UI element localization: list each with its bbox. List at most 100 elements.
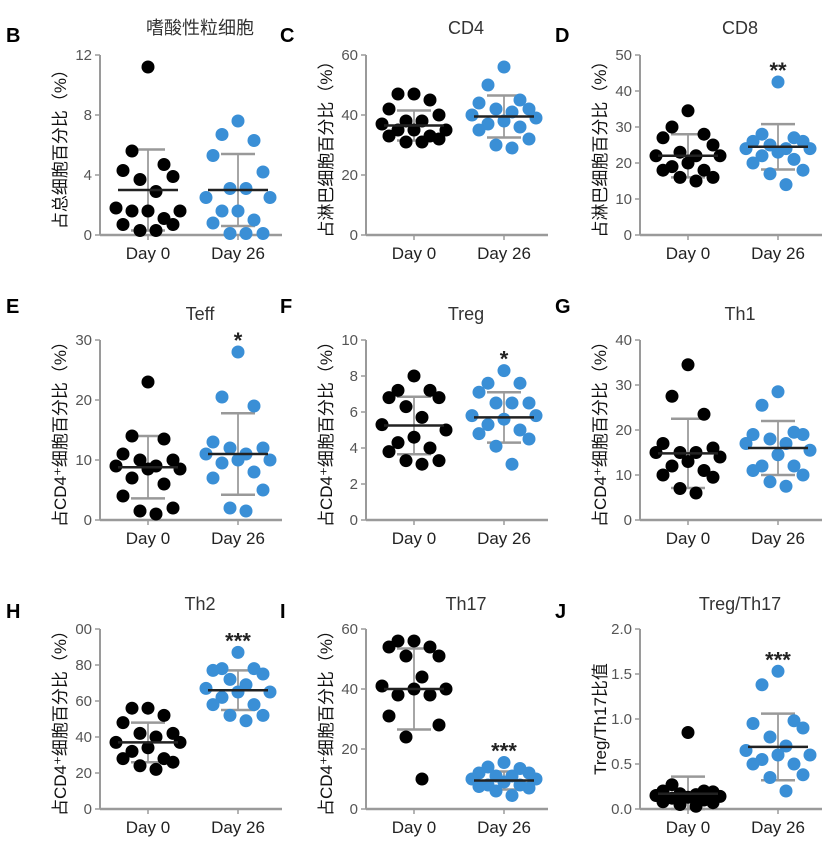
data-point-day26 [529,111,543,125]
data-point-day0 [116,164,130,177]
y-axis-label: 占CD4⁺细胞百分比（%） [51,333,70,527]
significance-marker: * [500,347,509,372]
data-point-day26 [779,178,793,192]
y-tick-label: 20 [341,167,358,184]
y-tick-label: 10 [75,452,92,469]
data-point-day26 [199,191,213,204]
data-point-day26 [231,345,245,359]
data-point-day26 [796,721,810,735]
data-point-day0 [681,455,695,468]
data-point-day26 [223,501,237,515]
data-point-day0 [157,708,171,722]
data-point-day0 [133,224,147,237]
panel-letter: F [280,296,292,318]
data-point-day0 [415,457,429,471]
data-point-day0 [149,224,163,237]
panel-letter: I [280,601,286,623]
data-point-day0 [391,383,405,397]
data-point-day0 [116,716,130,730]
panel-letter: C [280,25,294,47]
data-point-day26 [796,768,810,782]
x-tick-label: Day 26 [211,529,265,548]
data-point-day0 [141,701,155,715]
data-point-day0 [141,204,155,218]
data-point-day0 [375,117,389,131]
x-tick-label: Day 26 [477,244,531,263]
x-tick-label: Day 0 [126,244,170,263]
y-tick-label: 0 [624,227,632,244]
data-point-day0 [407,87,421,101]
y-tick-label: 30 [615,377,632,394]
data-point-day26 [223,441,237,455]
panel-title: Th17 [445,594,486,614]
data-point-day26 [803,748,817,762]
panel-g: G Th1 占CD4⁺细胞百分比（%） 0 10 20 30 40 Day 0 Day 26 [555,296,822,548]
data-point-day26 [206,216,220,230]
data-point-day26 [771,75,785,89]
y-tick-label: 60 [341,621,358,638]
data-point-day26 [489,439,503,453]
data-point-day0 [432,649,446,663]
data-point-day0 [432,391,446,405]
data-point-day26 [206,663,220,677]
data-point-day26 [513,376,527,390]
data-point-day26 [796,468,810,482]
x-tick-label: Day 0 [392,818,436,837]
data-point-day26 [796,163,810,177]
x-tick-label: Day 26 [477,529,531,548]
significance-marker: ** [769,58,787,83]
data-point-day0 [116,447,130,461]
significance-marker: *** [491,739,517,764]
data-point-day26 [513,93,527,107]
x-tick-label: Day 0 [392,529,436,548]
data-point-day0 [423,93,437,107]
data-point-day26 [796,428,810,441]
data-point-day0 [656,131,670,145]
y-tick-label: 2.0 [611,621,632,638]
y-tick-label: 0.5 [611,756,632,773]
data-point-day26 [472,96,486,110]
data-point-day0 [423,640,437,654]
x-tick-label: Day 26 [751,529,805,548]
panel-letter: B [6,25,20,47]
data-point-day26 [755,149,769,163]
y-tick-label: 40 [615,83,632,100]
data-point-day26 [215,390,229,404]
data-point-day26 [522,102,536,116]
data-point-day0 [407,369,421,383]
y-tick-label: 20 [75,392,92,409]
panel-h: H Th2 占CD4⁺细胞百分比（%） 0 20 40 60 80 00 Day 0 Day 26 *… [6,594,282,837]
x-tick-label: Day 26 [751,818,805,837]
data-point-day26 [256,227,270,240]
data-point-day26 [771,385,785,399]
data-point-day0 [681,104,695,118]
significance-marker: * [234,328,243,353]
data-point-day0 [399,400,413,414]
y-tick-label: 6 [350,404,358,421]
data-point-day0 [149,507,163,521]
data-point-day0 [681,156,695,170]
data-point-day0 [116,489,130,503]
data-point-day26 [256,667,270,681]
data-point-day26 [239,182,253,195]
panel-title: Teff [186,304,216,324]
data-point-day0 [166,453,180,467]
data-point-day26 [771,748,785,762]
data-point-day26 [755,678,769,692]
data-point-day26 [489,102,503,116]
data-point-day0 [125,144,139,158]
panel-c: C CD4 占淋巴细胞百分比（%） 0 20 40 60 Day 0 Day 26 [280,18,548,263]
data-point-day26 [787,714,801,728]
y-axis-label: 占CD4⁺细胞百分比（%） [317,333,336,527]
y-tick-label: 20 [615,422,632,439]
data-point-day26 [779,479,793,493]
data-point-day26 [803,142,817,156]
data-point-day26 [231,685,245,699]
y-tick-label: 10 [341,332,358,349]
data-point-day26 [256,708,270,722]
data-point-day26 [247,399,261,413]
data-point-day0 [149,762,163,776]
data-point-day0 [375,679,389,693]
y-tick-label: 00 [75,621,92,638]
data-point-day0 [133,504,147,518]
